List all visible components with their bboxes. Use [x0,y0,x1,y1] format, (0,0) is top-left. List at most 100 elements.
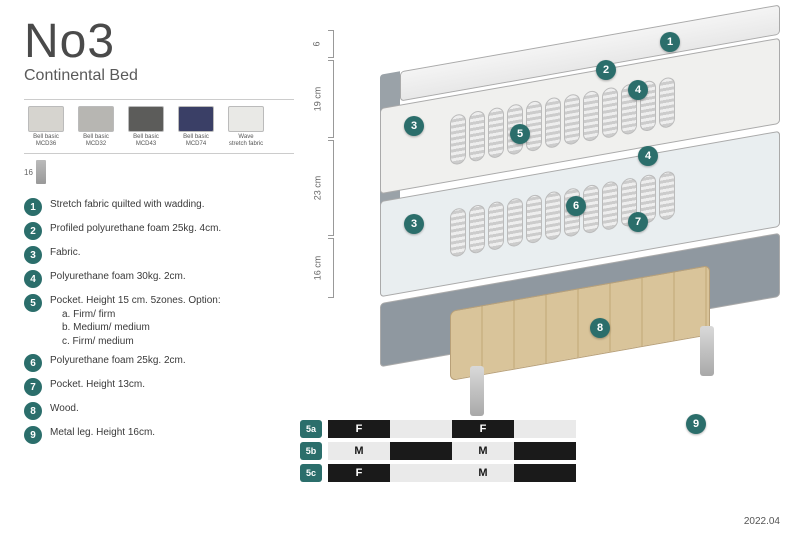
spring-coil [488,200,504,251]
leg-height-chip: 16 [24,160,294,184]
callout-badge: 4 [638,146,658,166]
bracket-line [329,30,334,58]
product-title: No3 [24,14,294,69]
spring-coil [659,76,675,129]
legend-number-badge: 4 [24,270,42,288]
legend-text: Polyurethane foam 30kg. 2cm. [50,270,186,284]
legend-subitem: c. Firm/ medium [62,335,221,349]
swatch-color [28,106,64,132]
callout-badge: 6 [566,196,586,216]
spring-coil [602,180,618,231]
metal-leg [700,326,714,376]
legend-text: Pocket. Height 13cm. [50,378,145,392]
legend-row: 1Stretch fabric quilted with wadding. [24,198,294,216]
legend-row: 6 Polyurethane foam 25kg. 2cm. [24,354,294,372]
dimension-label: 6 [312,41,322,46]
spring-coil [450,207,466,258]
legend-row: 8 Wood. [24,402,294,420]
spring-coil [488,106,504,159]
spring-coil [526,194,542,245]
dimension-bracket: 16 cm [300,238,334,298]
firmness-cell: F [328,420,390,438]
fabric-swatch: Bell basicMCD74 [174,106,218,147]
firmness-cells: FF [328,420,576,438]
callout-badge: 1 [660,32,680,52]
firmness-badge: 5a [300,420,322,438]
page: No3 Continental Bed Bell basicMCD36 Bell … [0,0,800,533]
left-column: No3 Continental Bed Bell basicMCD36 Bell … [24,14,294,450]
fabric-swatch: Bell basicMCD32 [74,106,118,147]
legend-text: Pocket. Height 15 cm. 5zones. Option:a. … [50,294,221,348]
legend-number-badge: 3 [24,246,42,264]
dimension-bracket: 23 cm [300,140,334,236]
legend-number-badge: 6 [24,354,42,372]
legend-subitem: b. Medium/ medium [62,321,221,335]
firmness-cell [514,464,576,482]
legend-text: Wood. [50,402,79,416]
date-code: 2022.04 [744,516,780,527]
metal-leg [470,366,484,416]
legend-row: 5Pocket. Height 15 cm. 5zones. Option:a.… [24,294,294,348]
legend-text: Metal leg. Height 16cm. [50,426,155,440]
legend-row: 9 Metal leg. Height 16cm. [24,426,294,444]
firmness-row: 5b MM [300,442,576,460]
spring-coil [602,86,618,139]
firmness-row: 5a FF [300,420,576,438]
callout-badge: 2 [596,60,616,80]
fabric-swatch: Wavestretch fabric [224,106,268,147]
spring-coil [507,197,523,248]
swatch-color [178,106,214,132]
callout-badge: 9 [686,414,706,434]
legend-text: Polyurethane foam 25kg. 2cm. [50,354,186,368]
spring-coil [545,96,561,149]
swatch-color [228,106,264,132]
firmness-badge: 5c [300,464,322,482]
legend-number-badge: 7 [24,378,42,396]
firmness-cell: M [328,442,390,460]
legend-text: Fabric. [50,246,81,260]
legend-row: 3 Fabric. [24,246,294,264]
callout-badge: 7 [628,212,648,232]
leg-height-icon [36,160,46,184]
leg-height-value: 16 [24,168,33,177]
legend-text: Stretch fabric quilted with wadding. [50,198,205,212]
swatch-color [128,106,164,132]
spring-coil [450,113,466,166]
product-subtitle: Continental Bed [24,67,294,85]
swatch-color [78,106,114,132]
swatch-label: Wavestretch fabric [229,134,263,147]
legend-row: 2 Profiled polyurethane foam 25kg. 4cm. [24,222,294,240]
swatch-label: Bell basicMCD36 [33,134,59,147]
swatch-label: Bell basicMCD43 [133,134,159,147]
dimension-bracket: 19 cm [300,60,334,138]
spring-coil [526,100,542,153]
legend-row: 7 Pocket. Height 13cm. [24,378,294,396]
spring-coil [659,170,675,221]
firmness-cell [390,420,452,438]
firmness-cell [514,442,576,460]
firmness-cell [514,420,576,438]
dimension-bracket: 6 [300,30,334,58]
firmness-cells: MM [328,442,576,460]
spring-coil [545,190,561,241]
dimension-label: 23 cm [312,176,322,201]
legend-number-badge: 8 [24,402,42,420]
dimension-label: 19 cm [312,87,322,112]
bracket-line [329,140,334,236]
bracket-line [329,60,334,138]
bed-cutaway: 12345436789 [340,18,780,418]
callout-badge: 8 [590,318,610,338]
spring-coil [564,93,580,146]
legend-text: Profiled polyurethane foam 25kg. 4cm. [50,222,221,236]
callout-badge: 5 [510,124,530,144]
fabric-swatch: Bell basicMCD36 [24,106,68,147]
legend-subitem: a. Firm/ firm [62,308,221,322]
spring-coil [469,110,485,163]
firmness-badge: 5b [300,442,322,460]
legend-row: 4 Polyurethane foam 30kg. 2cm. [24,270,294,288]
legend-number-badge: 9 [24,426,42,444]
firmness-cell: F [328,464,390,482]
legend-list: 1Stretch fabric quilted with wadding. 2 Pr… [24,198,294,444]
legend-number-badge: 2 [24,222,42,240]
swatch-label: Bell basicMCD32 [83,134,109,147]
